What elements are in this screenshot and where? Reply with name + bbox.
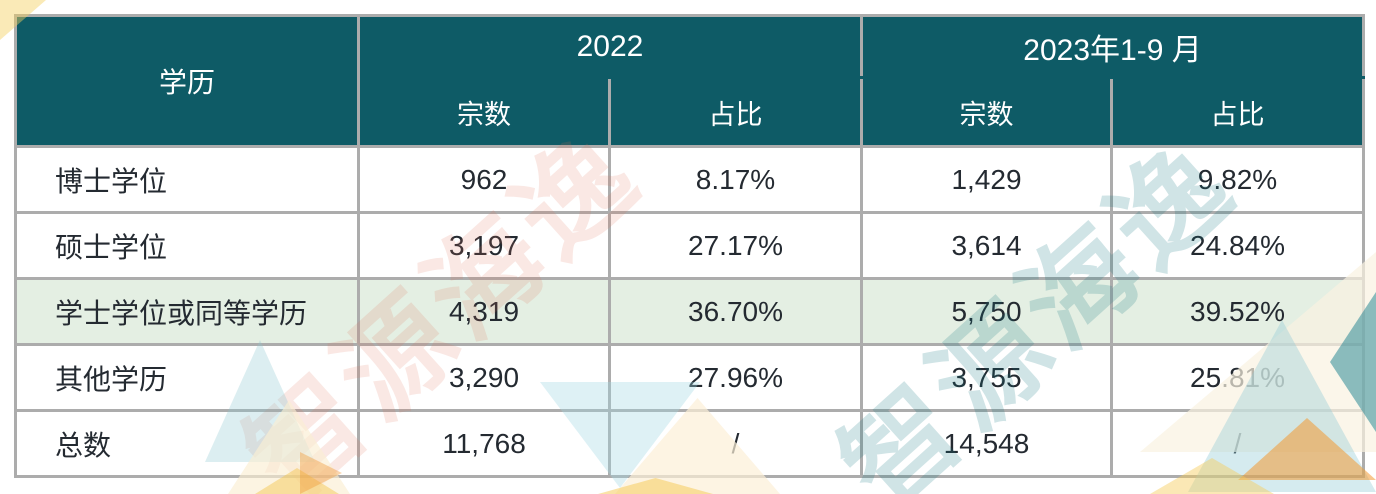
cell-degree: 总数 xyxy=(14,409,360,478)
education-stats-table: 学历 2022 2023年1-9 月 宗数 占比 宗数 占比 博士学位 962 … xyxy=(14,14,1365,478)
table-row-bachelor-highlighted: 学士学位或同等学历 4,319 36.70% 5,750 39.52% xyxy=(14,277,1365,346)
cell-2023-share: 25.81% xyxy=(1110,343,1365,412)
cell-2022-cases: 4,319 xyxy=(357,277,611,346)
cell-2022-cases: 11,768 xyxy=(357,409,611,478)
header-2023-cases: 宗数 xyxy=(860,76,1113,148)
table-row-master: 硕士学位 3,197 27.17% 3,614 24.84% xyxy=(14,211,1365,280)
cell-2022-share: 36.70% xyxy=(608,277,863,346)
table-header: 学历 2022 2023年1-9 月 宗数 占比 宗数 占比 xyxy=(14,14,1365,148)
header-2022-cases: 宗数 xyxy=(357,76,611,148)
cell-2022-cases: 962 xyxy=(357,145,611,214)
cell-2023-share: 9.82% xyxy=(1110,145,1365,214)
cell-2022-share: 8.17% xyxy=(608,145,863,214)
cell-degree: 硕士学位 xyxy=(14,211,360,280)
table-row-total: 总数 11,768 / 14,548 / xyxy=(14,409,1365,478)
cell-2023-cases: 14,548 xyxy=(860,409,1113,478)
cell-2022-cases: 3,197 xyxy=(357,211,611,280)
header-education: 学历 xyxy=(14,14,360,148)
header-group-row: 学历 2022 2023年1-9 月 xyxy=(14,14,1365,148)
table-row-other: 其他学历 3,290 27.96% 3,755 25.81% xyxy=(14,343,1365,412)
table-body: 博士学位 962 8.17% 1,429 9.82% 硕士学位 3,197 27… xyxy=(14,145,1365,478)
header-group-2022: 2022 xyxy=(357,14,863,79)
cell-2023-cases: 3,755 xyxy=(860,343,1113,412)
cell-degree: 学士学位或同等学历 xyxy=(14,277,360,346)
cell-2023-share: 39.52% xyxy=(1110,277,1365,346)
cell-2023-cases: 3,614 xyxy=(860,211,1113,280)
header-2023-share: 占比 xyxy=(1110,76,1365,148)
table-row-doctoral: 博士学位 962 8.17% 1,429 9.82% xyxy=(14,145,1365,214)
cell-2022-cases: 3,290 xyxy=(357,343,611,412)
header-group-2023: 2023年1-9 月 xyxy=(860,14,1365,79)
cell-2022-share: 27.17% xyxy=(608,211,863,280)
cell-2022-share: / xyxy=(608,409,863,478)
cell-2023-cases: 1,429 xyxy=(860,145,1113,214)
cell-2023-cases: 5,750 xyxy=(860,277,1113,346)
cell-2022-share: 27.96% xyxy=(608,343,863,412)
cell-2023-share: / xyxy=(1110,409,1365,478)
header-2022-share: 占比 xyxy=(608,76,863,148)
cell-degree: 其他学历 xyxy=(14,343,360,412)
logo-watermark-triangle-icon xyxy=(598,478,713,494)
header-sub-row: 宗数 占比 宗数 占比 xyxy=(16,76,1365,148)
cell-degree: 博士学位 xyxy=(14,145,360,214)
cell-2023-share: 24.84% xyxy=(1110,211,1365,280)
